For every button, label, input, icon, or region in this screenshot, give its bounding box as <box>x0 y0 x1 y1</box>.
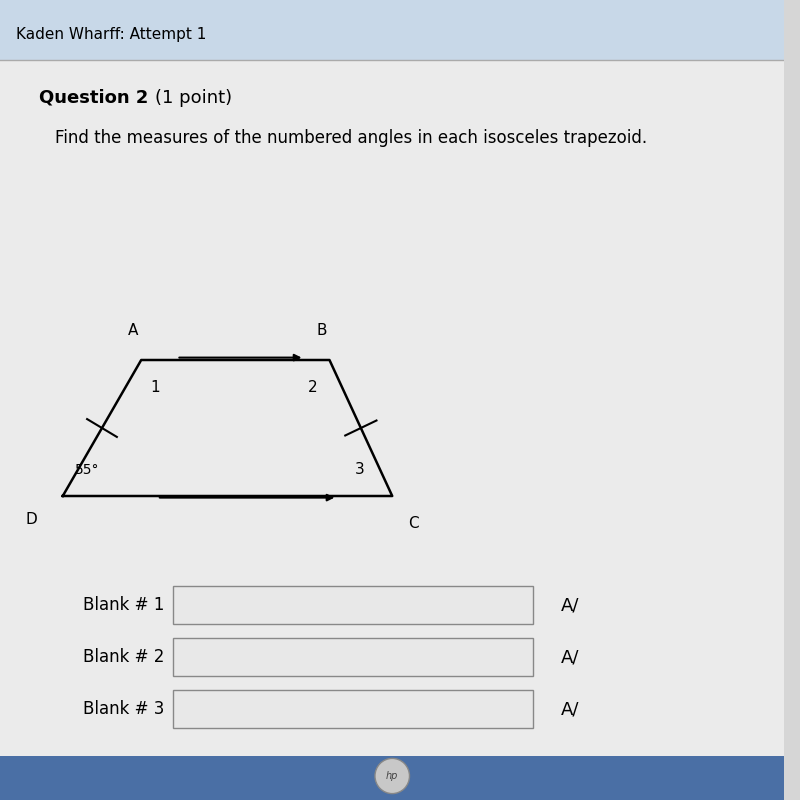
Text: D: D <box>26 512 38 527</box>
Text: Question 2: Question 2 <box>39 89 149 106</box>
Text: B: B <box>316 322 327 338</box>
Text: Kaden Wharff: Attempt 1: Kaden Wharff: Attempt 1 <box>16 27 206 42</box>
Text: Blank # 2: Blank # 2 <box>83 648 165 666</box>
Text: A/: A/ <box>561 700 579 718</box>
Circle shape <box>375 758 410 794</box>
Text: 2: 2 <box>307 381 317 395</box>
Text: C: C <box>408 516 418 531</box>
Text: A/: A/ <box>561 648 579 666</box>
FancyBboxPatch shape <box>0 756 785 800</box>
FancyBboxPatch shape <box>173 586 534 624</box>
FancyBboxPatch shape <box>173 690 534 728</box>
FancyBboxPatch shape <box>0 0 785 60</box>
Text: 55°: 55° <box>75 462 100 477</box>
Text: 3: 3 <box>354 462 364 477</box>
Text: Find the measures of the numbered angles in each isosceles trapezoid.: Find the measures of the numbered angles… <box>55 129 647 146</box>
Text: hp: hp <box>386 771 398 781</box>
FancyBboxPatch shape <box>0 60 785 756</box>
FancyBboxPatch shape <box>173 638 534 676</box>
Text: A/: A/ <box>561 596 579 614</box>
Text: 1: 1 <box>150 381 160 395</box>
Text: (1 point): (1 point) <box>155 89 233 106</box>
Text: A: A <box>128 322 138 338</box>
Text: Blank # 3: Blank # 3 <box>83 700 165 718</box>
Text: Blank # 1: Blank # 1 <box>83 596 165 614</box>
